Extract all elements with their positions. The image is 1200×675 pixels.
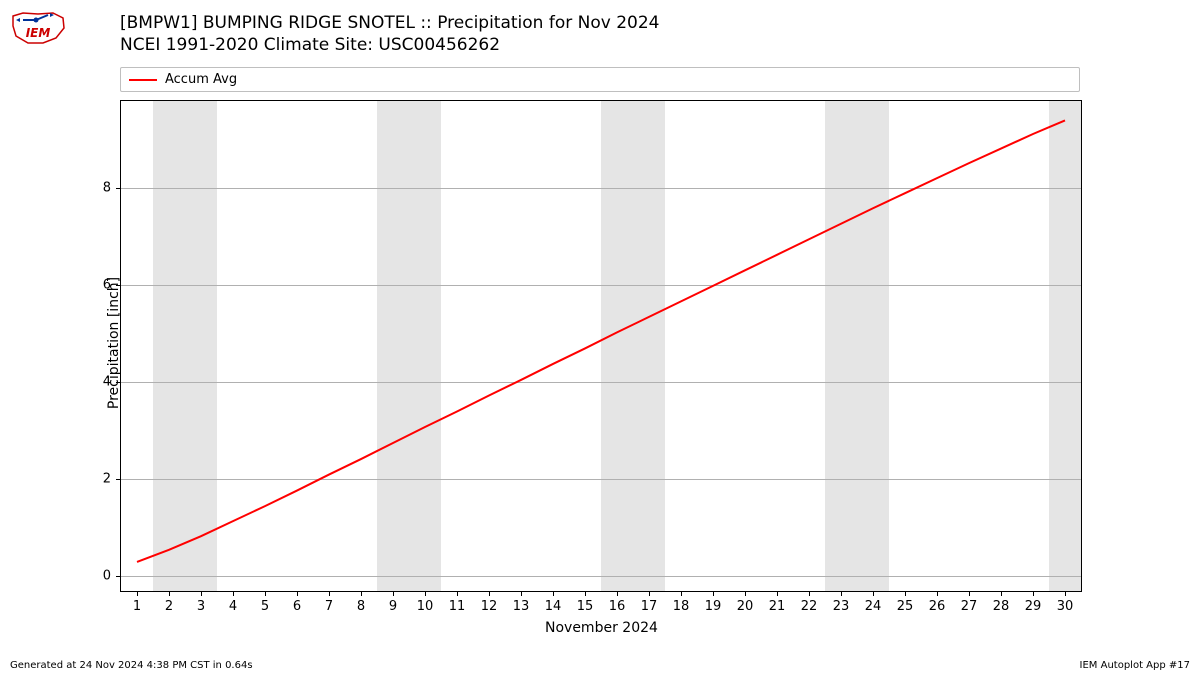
xtick-mark bbox=[1001, 591, 1002, 596]
xtick-mark bbox=[841, 591, 842, 596]
xtick-mark bbox=[713, 591, 714, 596]
footer-generated: Generated at 24 Nov 2024 4:38 PM CST in … bbox=[10, 660, 253, 671]
legend-swatch bbox=[129, 79, 157, 81]
x-axis-label: November 2024 bbox=[545, 620, 658, 636]
xtick-mark bbox=[969, 591, 970, 596]
xtick-mark bbox=[169, 591, 170, 596]
xtick-mark bbox=[489, 591, 490, 596]
series-line bbox=[137, 120, 1065, 561]
xtick-mark bbox=[937, 591, 938, 596]
xtick-mark bbox=[361, 591, 362, 596]
chart-title-block: [BMPW1] BUMPING RIDGE SNOTEL :: Precipit… bbox=[120, 12, 659, 56]
xtick-mark bbox=[777, 591, 778, 596]
y-axis-label: Precipitation [inch] bbox=[106, 277, 122, 409]
chart-legend: Accum Avg bbox=[120, 67, 1080, 92]
xtick-mark bbox=[553, 591, 554, 596]
xtick-mark bbox=[1033, 591, 1034, 596]
xtick-mark bbox=[681, 591, 682, 596]
xtick-mark bbox=[905, 591, 906, 596]
legend-label: Accum Avg bbox=[165, 72, 237, 87]
xtick-mark bbox=[233, 591, 234, 596]
iem-logo: IEM bbox=[8, 8, 68, 48]
xtick-mark bbox=[617, 591, 618, 596]
xtick-mark bbox=[137, 591, 138, 596]
xtick-mark bbox=[393, 591, 394, 596]
xtick-mark bbox=[649, 591, 650, 596]
xtick-mark bbox=[745, 591, 746, 596]
xtick-mark bbox=[585, 591, 586, 596]
chart-title-line1: [BMPW1] BUMPING RIDGE SNOTEL :: Precipit… bbox=[120, 12, 659, 34]
footer-app: IEM Autoplot App #17 bbox=[1080, 660, 1190, 671]
xtick-mark bbox=[809, 591, 810, 596]
xtick-mark bbox=[521, 591, 522, 596]
xtick-mark bbox=[265, 591, 266, 596]
xtick-mark bbox=[425, 591, 426, 596]
xtick-mark bbox=[201, 591, 202, 596]
series-svg bbox=[121, 101, 1081, 591]
xtick-mark bbox=[457, 591, 458, 596]
xtick-mark bbox=[297, 591, 298, 596]
xtick-mark bbox=[329, 591, 330, 596]
chart-plot-area: 0246812345678910111213141516171819202122… bbox=[120, 100, 1082, 592]
chart-title-line2: NCEI 1991-2020 Climate Site: USC00456262 bbox=[120, 34, 659, 56]
svg-text:IEM: IEM bbox=[26, 26, 51, 40]
xtick-mark bbox=[1065, 591, 1066, 596]
xtick-mark bbox=[873, 591, 874, 596]
